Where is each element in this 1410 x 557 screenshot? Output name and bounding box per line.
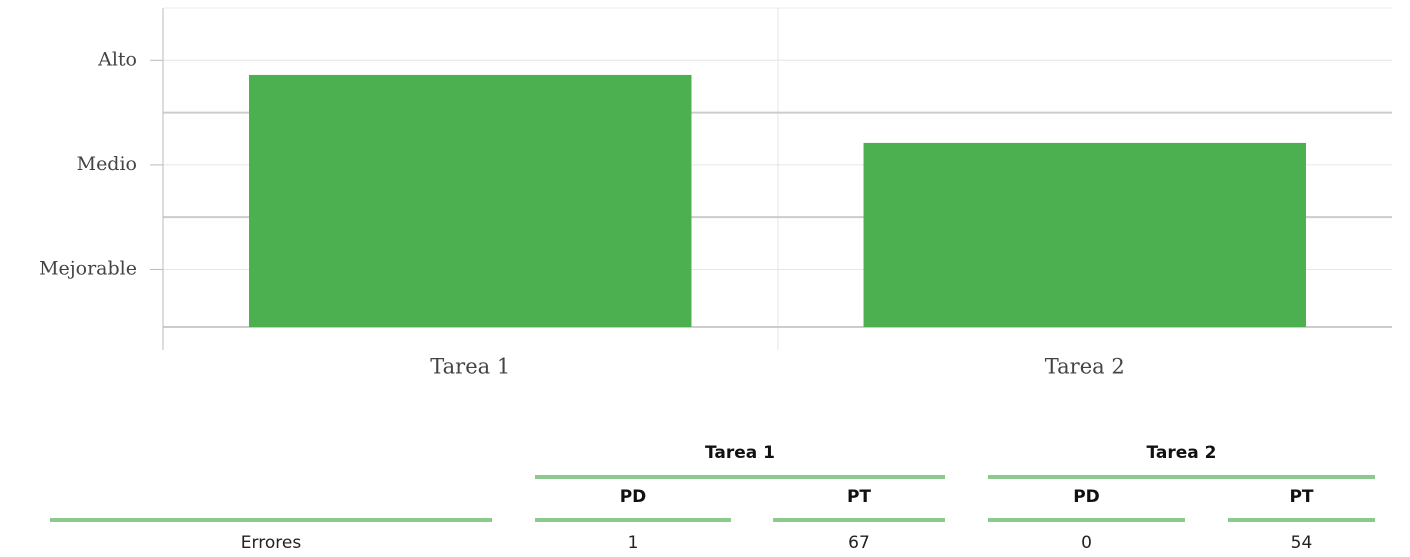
table-subheader: PT [1289, 487, 1313, 507]
subheader-underline [1228, 518, 1375, 522]
bar [863, 142, 1306, 327]
table-cell: Errores [241, 533, 302, 553]
x-tick-label: Tarea 1 [430, 355, 510, 379]
table-cell: 0 [1081, 533, 1092, 553]
subheader-underline [773, 518, 945, 522]
table-group-header: Tarea 1 [705, 443, 775, 463]
group-underline [535, 475, 945, 479]
group-underline [988, 475, 1375, 479]
bar [249, 74, 692, 327]
table-cell: 67 [848, 533, 870, 553]
y-tick-label: Alto [97, 48, 137, 70]
table-subheader: PD [620, 487, 647, 507]
y-tick-label: Mejorable [39, 257, 137, 279]
label-underline [50, 518, 492, 522]
subheader-underline [988, 518, 1185, 522]
table-cell: 54 [1291, 533, 1313, 553]
x-tick-label: Tarea 2 [1045, 355, 1125, 379]
subheader-underline [535, 518, 731, 522]
table-cell: 1 [628, 533, 639, 553]
y-tick-label: Medio [77, 153, 137, 175]
table-subheader: PD [1073, 487, 1100, 507]
table-group-header: Tarea 2 [1146, 443, 1216, 463]
table-subheader: PT [847, 487, 871, 507]
